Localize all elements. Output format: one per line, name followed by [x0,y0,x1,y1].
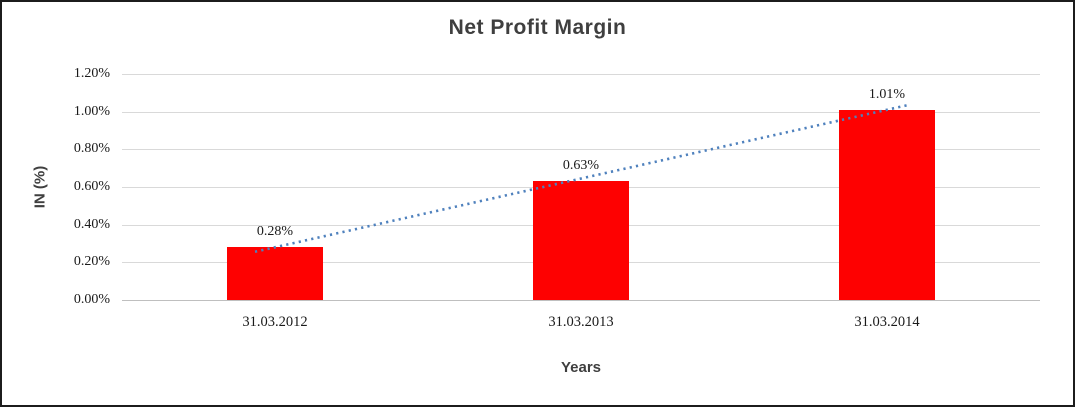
x-category-label: 31.03.2012 [242,314,308,330]
y-tick-label: 0.20% [73,254,110,270]
bar [839,109,935,300]
y-tick-label: 1.00% [73,103,110,119]
bar [533,181,629,300]
gridline [122,74,1040,75]
bar-data-label: 0.28% [256,224,294,240]
bar [227,247,323,300]
chart-title: Net Profit Margin [448,16,627,39]
y-tick-label: 0.00% [73,292,110,307]
y-tick-label: 0.60% [73,179,110,194]
bar-data-label: 0.63% [562,158,600,174]
bar-data-label: 1.01% [868,86,906,102]
y-tick-label: 1.20% [73,66,110,81]
y-tick-label: 0.40% [73,216,110,232]
x-axis-line [122,300,1040,301]
x-category-label: 31.03.2014 [854,314,920,330]
x-category-label: 31.03.2013 [548,314,614,330]
y-tick-label: 0.80% [73,141,110,157]
x-axis-title: Years [560,359,602,376]
